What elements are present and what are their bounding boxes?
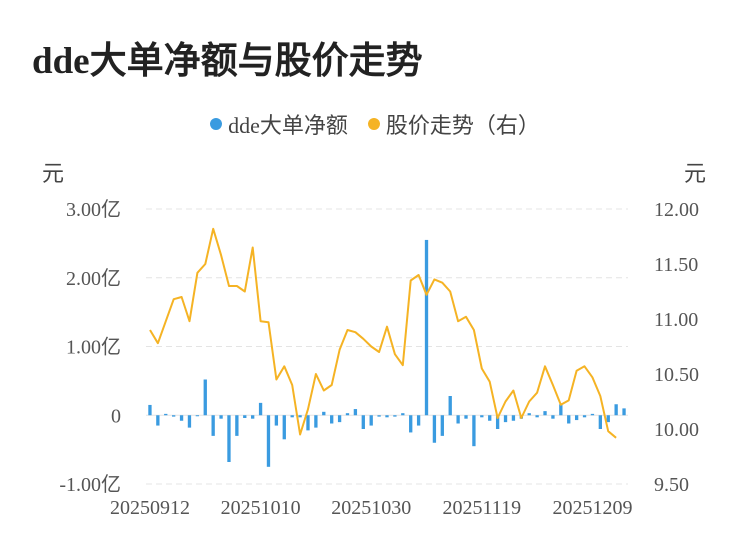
right-tick-label: 9.50 <box>654 474 689 496</box>
bar <box>488 415 492 421</box>
chart-legend: dde大单净额 股价走势（右） <box>0 108 750 140</box>
bar <box>464 415 468 419</box>
bar <box>353 409 358 416</box>
bar <box>385 415 389 418</box>
bar <box>195 415 200 417</box>
bar <box>314 415 318 428</box>
bar <box>424 239 429 416</box>
bar <box>543 411 547 416</box>
bar <box>235 415 239 436</box>
bar <box>614 404 618 416</box>
bar <box>306 415 310 431</box>
bar <box>503 415 508 423</box>
bar <box>369 415 373 426</box>
bar <box>480 415 484 418</box>
bar <box>377 415 381 417</box>
bar <box>401 413 405 416</box>
bar <box>511 415 516 421</box>
bar <box>282 415 286 440</box>
x-tick-label: 20251209 <box>552 497 632 519</box>
right-tick-label: 11.00 <box>654 309 698 331</box>
bar <box>345 413 350 416</box>
bar <box>527 413 531 416</box>
bar <box>148 404 152 416</box>
bar <box>606 415 610 423</box>
bar <box>203 379 207 416</box>
bar <box>456 415 460 424</box>
left-tick-label: 1.00亿 <box>66 336 121 359</box>
bar <box>298 415 302 418</box>
bar <box>535 415 539 418</box>
x-tick-label: 20250912 <box>110 497 190 519</box>
bar <box>551 415 555 419</box>
legend-label-dde: dde大单净额 <box>228 113 348 138</box>
bar <box>171 415 176 417</box>
right-axis-unit: 元 <box>684 161 707 186</box>
bar <box>432 415 437 443</box>
bar <box>243 415 247 418</box>
bar <box>567 415 571 424</box>
left-tick-label: -1.00亿 <box>59 473 121 496</box>
bar <box>598 415 603 429</box>
bar <box>416 415 421 426</box>
bar <box>361 415 365 429</box>
bar <box>211 415 215 436</box>
bar <box>337 415 342 423</box>
bar <box>472 415 476 447</box>
right-tick-label: 10.00 <box>654 419 699 441</box>
bar <box>574 415 579 421</box>
bar <box>322 411 326 416</box>
bar <box>559 404 563 416</box>
bar <box>258 402 263 416</box>
price-line <box>149 227 617 439</box>
chart-title: dde大单净额与股价走势 <box>32 41 423 82</box>
bar <box>393 415 397 417</box>
bar <box>251 415 255 419</box>
bar <box>179 415 184 421</box>
right-tick-label: 10.50 <box>654 364 699 386</box>
legend-item-price[interactable]: 股价走势（右） <box>367 108 540 140</box>
bar <box>590 413 595 416</box>
bar <box>227 415 231 462</box>
left-axis-unit: 元 <box>42 161 65 186</box>
left-tick-label: 0 <box>111 405 121 427</box>
x-tick-label: 20251030 <box>331 497 411 519</box>
bar <box>156 415 160 426</box>
x-tick-label: 20251119 <box>443 497 522 519</box>
legend-dot-dde <box>210 118 223 130</box>
bar <box>622 408 626 416</box>
legend-label-price: 股价走势（右） <box>385 113 540 138</box>
legend-dot-price <box>367 118 380 130</box>
bar <box>290 415 294 418</box>
bar <box>219 415 223 419</box>
legend-item-dde[interactable]: dde大单净额 <box>210 108 348 140</box>
bar <box>409 415 413 433</box>
bar <box>164 413 168 416</box>
right-tick-label: 11.50 <box>654 254 698 276</box>
bar <box>266 415 271 467</box>
bar <box>495 415 500 429</box>
bar <box>187 415 192 428</box>
x-tick-label: 20251010 <box>221 497 301 519</box>
bar <box>440 415 444 436</box>
right-tick-label: 12.00 <box>654 199 699 221</box>
bar <box>330 415 334 424</box>
left-tick-label: 3.00亿 <box>66 198 121 221</box>
bar <box>274 415 279 426</box>
bar <box>448 396 452 416</box>
bar <box>582 415 587 418</box>
left-tick-label: 2.00亿 <box>66 267 121 290</box>
